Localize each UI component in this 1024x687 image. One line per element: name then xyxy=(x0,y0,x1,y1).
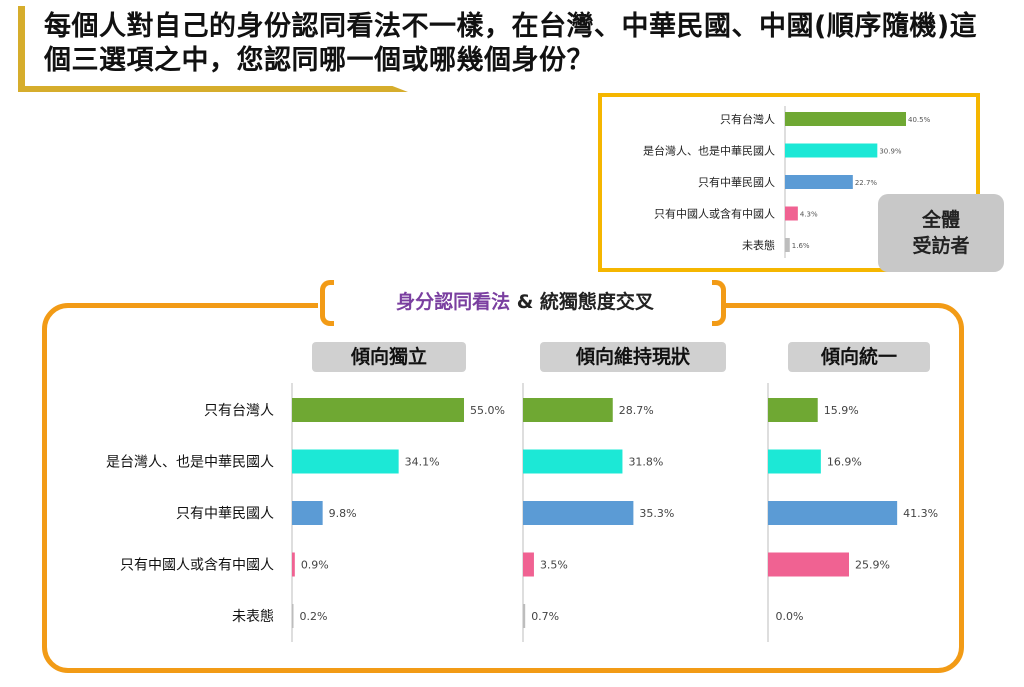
crosstab-value-label: 3.5% xyxy=(540,559,568,572)
crosstab-bar xyxy=(768,552,849,577)
overall-value-label: 1.6% xyxy=(792,242,810,250)
overall-category-label: 未表態 xyxy=(742,238,775,252)
crosstab-bar xyxy=(523,552,534,577)
crosstab-category-label: 只有中國人或含有中國人 xyxy=(120,558,274,574)
overall-bar xyxy=(785,238,790,252)
badge-line1: 全體 xyxy=(921,209,960,231)
overall-bar xyxy=(785,143,878,158)
crosstab-value-label: 55.0% xyxy=(470,404,505,417)
crosstab-value-label: 0.2% xyxy=(300,610,328,623)
crosstab-category-label: 只有台灣人 xyxy=(204,403,274,419)
overall-category-label: 只有中華民國人 xyxy=(698,175,775,189)
crosstab-value-label: 0.0% xyxy=(776,610,804,623)
group-label-unification: 傾向統一 xyxy=(788,342,930,372)
crosstab-bar xyxy=(523,449,623,474)
crosstab-value-label: 9.8% xyxy=(329,507,357,520)
crosstab-bar xyxy=(523,398,613,422)
crosstab-bar xyxy=(292,552,295,577)
badge-line2: 受訪者 xyxy=(912,235,970,257)
crosstab-bar xyxy=(768,398,818,422)
crosstab-category-label: 是台灣人、也是中華民國人 xyxy=(106,455,274,471)
section-title-part2: & 統獨態度交叉 xyxy=(510,291,654,313)
crosstab-value-label: 25.9% xyxy=(855,559,890,572)
overall-value-label: 40.5% xyxy=(908,116,931,124)
crosstab-bar xyxy=(292,398,464,422)
section-title: 身分認同看法 & 統獨態度交叉 xyxy=(340,287,710,314)
crosstab-bar xyxy=(768,449,821,474)
page-title: 每個人對自己的身份認同看法不一樣，在台灣、中華民國、中國(順序隨機)這個三選項之… xyxy=(44,11,978,76)
title-accent-bar xyxy=(18,6,25,92)
crosstab-value-label: 28.7% xyxy=(619,404,654,417)
crosstab-bar xyxy=(292,449,399,474)
crosstab-value-label: 31.8% xyxy=(628,456,663,469)
overall-category-label: 是台灣人、也是中華民國人 xyxy=(643,144,775,158)
crosstab-value-label: 0.7% xyxy=(531,610,559,623)
overall-category-label: 只有台灣人 xyxy=(720,112,775,126)
crosstab-value-label: 0.9% xyxy=(301,559,329,572)
crosstab-bar xyxy=(292,604,294,628)
crosstab-value-label: 41.3% xyxy=(903,507,938,520)
overall-value-label: 22.7% xyxy=(855,179,878,187)
respondents-badge: 全體 受訪者 xyxy=(878,194,1004,272)
overall-bar xyxy=(785,175,853,189)
overall-bar xyxy=(785,206,798,221)
crosstab-bar xyxy=(523,501,634,525)
overall-category-label: 只有中國人或含有中國人 xyxy=(654,207,775,221)
crosstab-value-label: 34.1% xyxy=(405,456,440,469)
crosstab-bar xyxy=(768,501,898,525)
crosstab-category-label: 只有中華民國人 xyxy=(176,506,274,522)
group-label-independence: 傾向獨立 xyxy=(312,342,466,372)
crosstab-value-label: 35.3% xyxy=(639,507,674,520)
crosstab-bar xyxy=(523,604,526,628)
right-brace xyxy=(712,280,726,326)
section-title-background xyxy=(318,280,726,324)
crosstab-category-label: 未表態 xyxy=(232,609,274,625)
overall-value-label: 4.3% xyxy=(800,211,818,219)
crosstab-bar xyxy=(292,501,323,525)
crosstab-value-label: 16.9% xyxy=(827,456,862,469)
overall-bar xyxy=(785,112,906,126)
overall-value-label: 30.9% xyxy=(879,148,902,156)
section-title-part1: 身分認同看法 xyxy=(396,291,511,313)
left-brace xyxy=(320,280,334,326)
group-label-status-quo: 傾向維持現狀 xyxy=(540,342,726,372)
title-underline xyxy=(18,86,408,92)
crosstab-value-label: 15.9% xyxy=(824,404,859,417)
